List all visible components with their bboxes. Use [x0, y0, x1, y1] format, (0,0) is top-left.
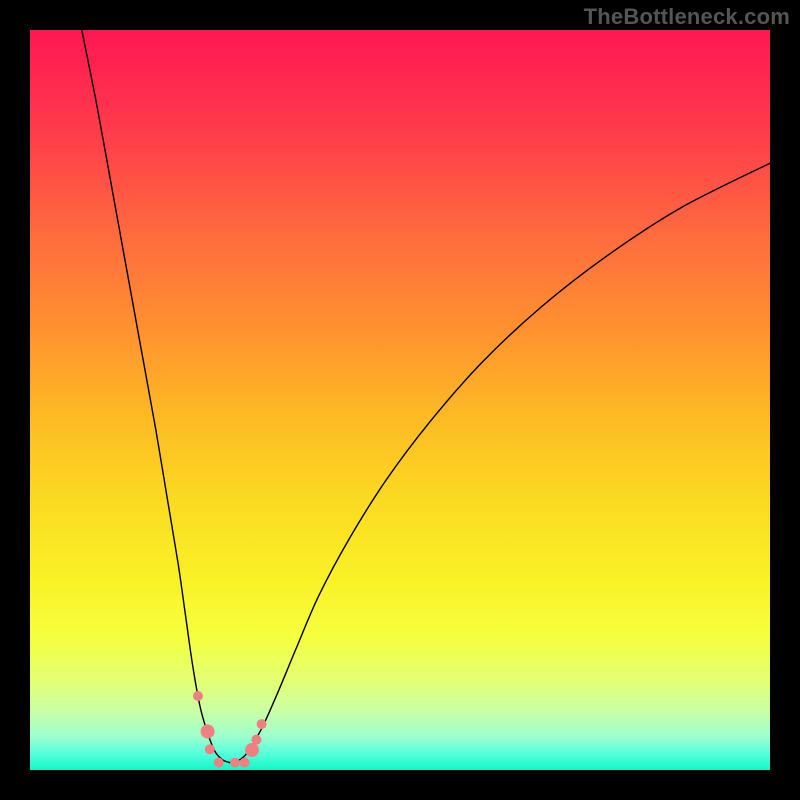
chart-outer-frame: TheBottleneck.com — [0, 0, 800, 800]
heat-gradient-bg — [30, 30, 770, 770]
data-point-marker — [257, 719, 267, 729]
data-point-marker — [230, 758, 240, 768]
data-point-marker — [251, 735, 261, 745]
data-point-marker — [240, 758, 250, 768]
data-point-marker — [214, 758, 224, 768]
data-point-marker — [201, 725, 215, 739]
bottleneck-curve-chart — [30, 30, 770, 770]
plot-area — [30, 30, 770, 770]
data-point-marker — [245, 743, 259, 757]
data-point-marker — [193, 691, 203, 701]
data-point-marker — [205, 744, 215, 754]
watermark-text: TheBottleneck.com — [584, 4, 790, 30]
